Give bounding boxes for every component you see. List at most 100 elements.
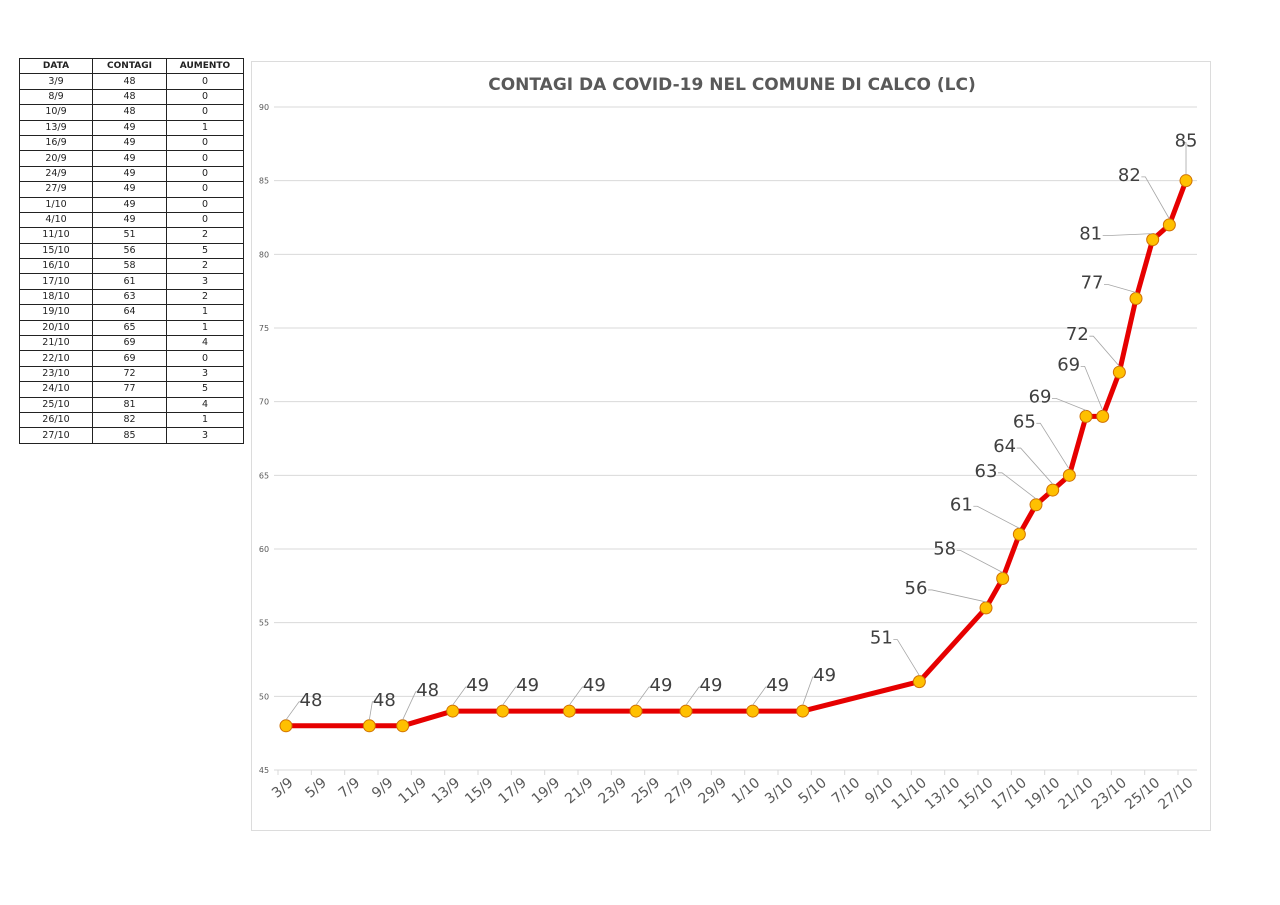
leader-line	[752, 686, 770, 706]
table-row: 8/9 48 0	[19, 88, 244, 106]
data-label: 69	[1057, 354, 1080, 375]
cell-contagi: 69	[92, 350, 167, 367]
cell-contagi: 72	[92, 365, 167, 383]
data-point-marker	[362, 719, 376, 733]
table-row: 24/9 49 0	[19, 165, 244, 183]
table-row: 4/10 49 0	[19, 211, 244, 229]
chart-frame: CONTAGI DA COVID-19 NEL COMUNE DI CALCO …	[251, 61, 1211, 831]
cell-data: 17/10	[19, 273, 93, 290]
cell-contagi: 82	[92, 411, 167, 429]
cell-data: 20/9	[19, 150, 93, 167]
cell-data: 23/10	[19, 365, 93, 383]
data-label: 81	[1079, 224, 1102, 245]
cell-aumento: 0	[166, 196, 244, 213]
leader-line	[998, 472, 1037, 500]
cell-data: 13/9	[19, 119, 93, 136]
table-row: 26/10 82 1	[19, 411, 244, 429]
x-tick-label: 5/9	[302, 775, 330, 802]
data-table: DATA CONTAGI AUMENTO 3/9 48 0 8/9 48 0 10/9 48 0…	[19, 57, 244, 444]
leader-line	[928, 589, 987, 603]
cell-data: 15/10	[19, 242, 93, 260]
x-tick-label: 29/9	[696, 775, 730, 807]
data-label: 77	[1081, 273, 1104, 294]
cell-contagi: 69	[92, 335, 167, 352]
y-tick-label: 85	[259, 177, 269, 186]
y-tick-label: 65	[259, 471, 269, 480]
chart-title: CONTAGI DA COVID-19 NEL COMUNE DI CALCO …	[488, 75, 976, 95]
x-tick-label: 27/9	[662, 775, 696, 807]
data-point-marker	[1012, 527, 1026, 541]
x-tick-label: 13/10	[922, 775, 963, 813]
cell-contagi: 49	[92, 211, 167, 229]
table-row: 11/10 51 2	[19, 227, 244, 244]
cell-data: 10/9	[19, 104, 93, 121]
leader-line	[1104, 284, 1137, 293]
cell-aumento: 2	[166, 258, 244, 275]
x-tick-label: 7/10	[829, 775, 863, 807]
leader-line	[502, 686, 520, 706]
y-tick-label: 45	[259, 766, 269, 775]
header-data: DATA	[19, 57, 93, 75]
cell-aumento: 5	[166, 381, 244, 398]
cell-aumento: 2	[166, 288, 244, 306]
x-tick-label: 21/10	[1055, 775, 1096, 813]
cell-aumento: 0	[166, 350, 244, 367]
cell-aumento: 0	[166, 165, 244, 183]
data-point-marker	[1129, 292, 1143, 306]
table-row: 21/10 69 4	[19, 335, 244, 352]
cell-aumento: 0	[166, 134, 244, 152]
data-point-marker	[629, 704, 643, 718]
table-row: 27/10 85 3	[19, 427, 244, 444]
cell-contagi: 63	[92, 288, 167, 306]
cell-data: 24/10	[19, 381, 93, 398]
data-label: 49	[650, 675, 673, 696]
cell-data: 16/9	[19, 134, 93, 152]
table-row: 10/9 48 0	[19, 104, 244, 121]
cell-data: 27/9	[19, 181, 93, 198]
leader-line	[452, 686, 470, 706]
x-tick-label: 27/10	[1155, 775, 1196, 813]
data-label: 85	[1175, 131, 1198, 152]
cell-aumento: 1	[166, 411, 244, 429]
line-chart: CONTAGI DA COVID-19 NEL COMUNE DI CALCO …	[259, 75, 1198, 813]
cell-contagi: 65	[92, 319, 167, 337]
leader-line	[893, 639, 920, 676]
cell-contagi: 85	[92, 427, 167, 444]
table-row: 20/10 65 1	[19, 319, 244, 337]
x-tick-label: 15/9	[462, 775, 496, 807]
gridlines	[274, 106, 1197, 771]
data-point-marker	[1079, 409, 1093, 423]
x-tick-label: 23/10	[1089, 775, 1130, 813]
table-header-row: DATA CONTAGI AUMENTO	[19, 57, 244, 75]
data-label: 56	[905, 578, 928, 599]
leader-line	[635, 686, 654, 706]
table-row: 20/9 49 0	[19, 150, 244, 167]
data-point-marker	[979, 601, 993, 615]
leader-line	[1141, 176, 1170, 220]
table-row: 23/10 72 3	[19, 365, 244, 383]
data-point-marker	[912, 675, 926, 689]
leader-line	[1052, 397, 1087, 411]
data-point-marker	[396, 719, 410, 733]
data-point-marker	[279, 719, 293, 733]
x-tick-label: 17/9	[496, 775, 530, 807]
cell-aumento: 2	[166, 227, 244, 244]
table-row: 15/10 56 5	[19, 242, 244, 260]
leader-line	[1036, 422, 1070, 470]
x-tick-label: 23/9	[596, 775, 630, 807]
cell-contagi: 49	[92, 181, 167, 198]
x-tick-label: 9/9	[369, 775, 397, 802]
x-tick-label: 19/9	[529, 775, 563, 807]
header-aumento: AUMENTO	[166, 57, 244, 75]
cell-contagi: 61	[92, 273, 167, 290]
data-label: 69	[1029, 386, 1052, 407]
cell-data: 25/10	[19, 396, 93, 413]
leader-line	[1089, 335, 1120, 367]
cell-aumento: 0	[166, 104, 244, 121]
data-label: 58	[933, 538, 956, 559]
table-row: 16/10 58 2	[19, 258, 244, 275]
leader-line	[368, 701, 377, 720]
x-tick-label: 11/9	[396, 775, 430, 807]
data-label: 48	[416, 680, 439, 701]
data-label: 65	[1013, 411, 1036, 432]
